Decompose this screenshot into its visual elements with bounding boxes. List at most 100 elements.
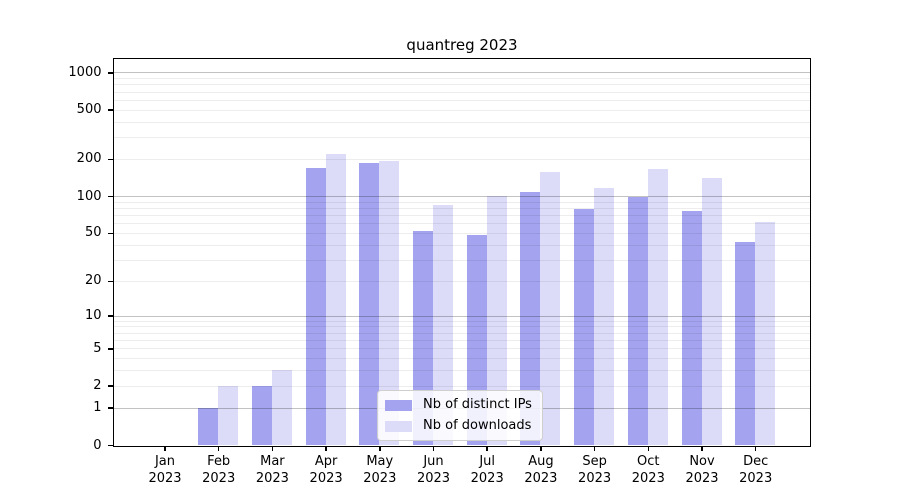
gridlines-layer [114,59,810,446]
bar-distinct-ips [520,191,541,445]
bar-downloads [540,172,561,445]
legend-swatch-distinct-ips [385,399,412,411]
gridline-minor [114,158,810,160]
x-tick-label: May 2023 [363,453,397,486]
gridline-minor [114,215,810,217]
x-tick-mark [271,445,274,451]
gridline-minor [114,223,810,225]
y-tick-mark [108,158,114,161]
x-tick-label: Jan 2023 [148,453,182,486]
bar-distinct-ips [735,242,756,445]
gridline-major [114,315,810,317]
y-tick-label: 20 [84,273,102,289]
bar-distinct-ips [251,385,272,445]
y-tick-mark [108,72,114,74]
gridline-major [114,196,810,198]
x-tick-mark [325,445,327,451]
gridline-minor [114,340,810,342]
y-tick-mark [108,109,114,111]
y-tick-label: 2 [93,378,102,394]
x-tick-label: Jun 2023 [416,453,451,486]
y-tick-label: 1 [93,400,102,416]
y-tick-mark [108,385,114,387]
bar-downloads [325,153,346,445]
bar-downloads [755,222,776,445]
bar-downloads [218,385,239,445]
gridline-minor [114,91,810,93]
x-tick-label: Oct 2023 [631,453,665,486]
gridline-minor [114,121,810,123]
x-tick-label: Feb 2023 [202,453,236,486]
gridline-minor [114,332,810,334]
x-tick-mark [593,445,596,451]
y-tick-label: 5 [93,340,102,356]
gridline-minor [114,358,810,360]
bar-downloads [647,169,668,445]
bar-downloads [486,196,507,445]
bar-distinct-ips [627,197,648,445]
x-tick-label: Mar 2023 [255,453,289,486]
y-tick-mark [108,315,114,317]
legend-swatch-downloads [385,420,412,432]
gridline-minor [114,385,810,387]
x-tick-mark [432,445,435,451]
bar-downloads [433,204,453,445]
gridline-minor [114,259,810,261]
x-tick-mark [486,445,488,451]
x-tick-mark [164,445,166,451]
x-tick-mark [754,445,757,451]
y-tick-mark [108,195,114,198]
y-tick-label: 10 [84,308,102,324]
y-tick-mark [108,348,114,350]
gridline-minor [114,207,810,209]
chart-title: quantreg 2023 [406,36,518,54]
plot-area: Nb of distinct IPs Nb of downloads [113,58,811,447]
x-tick-label: Nov 2023 [685,453,719,486]
x-tick-label: Dec 2023 [739,453,773,486]
legend-item: Nb of distinct IPs [385,397,532,413]
bar-distinct-ips [574,209,595,445]
gridline-minor [114,78,810,80]
bar-downloads [379,160,400,445]
legend: Nb of distinct IPs Nb of downloads [377,390,543,441]
y-tick-label: 50 [84,225,102,241]
legend-item: Nb of downloads [385,418,532,434]
gridline-minor [114,137,810,139]
x-tick-mark [217,445,220,451]
y-tick-mark [108,444,114,447]
y-tick-mark [108,407,114,409]
gridline-minor [114,232,810,234]
gridline-minor [114,244,810,246]
y-tick-label: 0 [93,437,102,453]
y-tick-label: 200 [76,151,102,167]
bar-distinct-ips [305,167,326,445]
legend-label: Nb of downloads [423,418,532,433]
y-tick-label: 500 [76,102,102,118]
y-tick-label: 1000 [68,64,102,80]
bar-downloads [701,178,722,445]
gridline-minor [114,320,810,322]
bar-downloads [271,370,292,445]
bar-downloads [594,188,615,445]
gridline-minor [114,109,810,111]
x-tick-mark [647,445,650,451]
x-tick-mark [379,445,381,451]
y-tick-mark [108,280,114,283]
x-tick-label: Sep 2023 [578,453,612,486]
bars-layer [114,59,810,446]
legend-label: Nb of distinct IPs [423,397,532,412]
x-tick-mark [540,445,542,451]
gridline-minor [114,201,810,203]
gridline-minor [114,348,810,350]
gridline-major [114,72,810,74]
bar-distinct-ips [681,210,702,445]
y-tick-label: 100 [76,188,102,204]
gridline-minor [114,280,810,282]
x-tick-mark [701,445,703,451]
bar-distinct-ips [198,407,219,445]
gridline-minor [114,326,810,328]
x-tick-label: Jul 2023 [470,453,504,486]
gridline-minor [114,84,810,86]
gridline-minor [114,370,810,372]
